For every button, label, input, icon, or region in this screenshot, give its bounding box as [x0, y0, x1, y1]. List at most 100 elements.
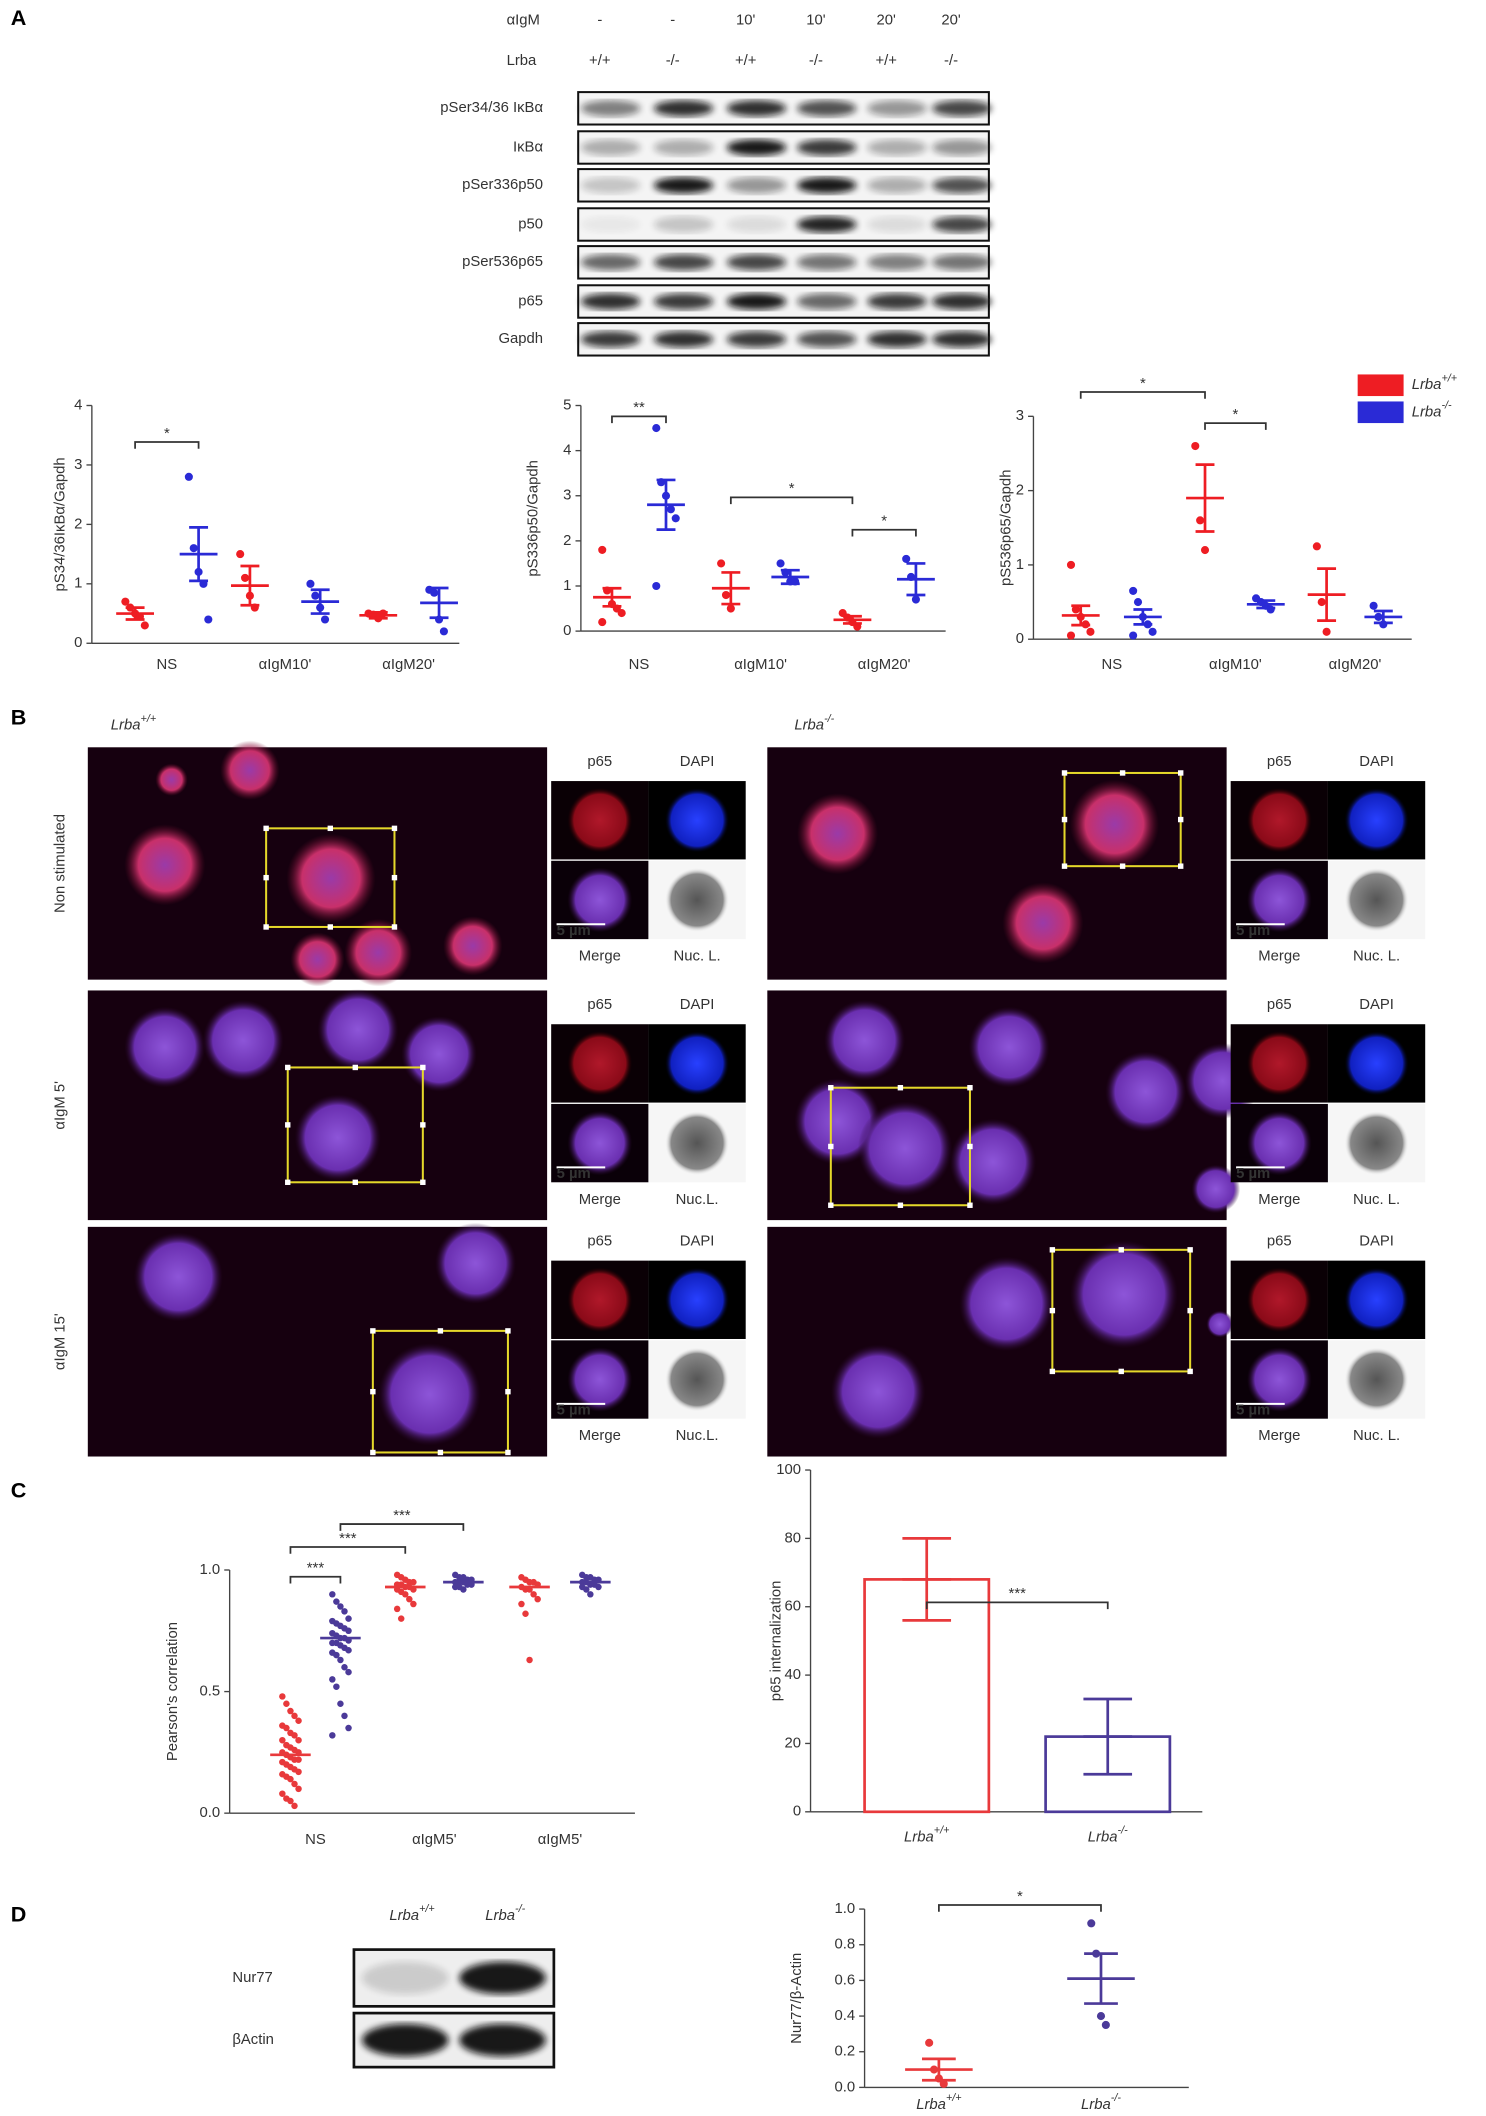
blot-band — [932, 254, 992, 271]
blot-band — [362, 1961, 449, 1995]
data-point — [236, 550, 245, 559]
zoom-handle — [828, 1143, 834, 1150]
data-point — [1369, 601, 1378, 610]
column-label-sup: +/+ — [141, 713, 157, 725]
significance-label: ** — [633, 400, 645, 416]
scale-label: 5 µm — [557, 1403, 591, 1419]
inset-label: Merge — [579, 1428, 621, 1444]
y-tick-label: 3 — [1016, 408, 1024, 424]
data-point — [439, 627, 448, 636]
lane-label: +/+ — [875, 53, 896, 69]
cell — [830, 1344, 926, 1439]
data-point — [341, 1664, 348, 1671]
blot-band — [932, 100, 992, 117]
blot-band — [580, 216, 641, 233]
inset-cell — [664, 867, 730, 933]
y-tick-label: 20 — [785, 1735, 802, 1751]
blot-band — [932, 177, 992, 194]
data-point — [530, 1591, 537, 1598]
zoom-handle — [967, 1143, 973, 1150]
significance-bracket — [134, 441, 200, 449]
y-tick-label: 1.0 — [200, 1562, 221, 1578]
legend-label: Lrba+/+ — [1412, 372, 1457, 393]
blot-band — [653, 139, 714, 156]
blot-band — [797, 216, 857, 233]
inset-cell — [1246, 1267, 1312, 1333]
lane-label: 10' — [736, 12, 756, 28]
inset-cell — [664, 1347, 730, 1412]
blot-band — [580, 100, 641, 117]
data-point — [341, 1608, 348, 1615]
cell — [294, 1094, 381, 1181]
data-point — [402, 1591, 409, 1598]
blot-band — [932, 331, 992, 348]
blot-band — [653, 293, 714, 310]
blot-band — [653, 331, 714, 348]
data-point — [295, 1768, 302, 1776]
cell — [797, 793, 879, 875]
blot-band — [580, 177, 641, 194]
zoom-handle — [1118, 1368, 1124, 1375]
inset-label: Merge — [1258, 1192, 1300, 1208]
data-point — [341, 1712, 348, 1720]
data-point — [410, 1600, 417, 1608]
data-point — [291, 1802, 298, 1810]
cell — [202, 999, 284, 1081]
y-tick-label: 2 — [74, 516, 82, 532]
x-tick-label: NS — [157, 657, 178, 673]
data-point — [295, 1785, 302, 1793]
data-point — [406, 1595, 413, 1603]
data-point — [652, 424, 661, 433]
x-tick-label: Lrba+/+ — [904, 1825, 949, 1846]
y-tick-label: 0.0 — [834, 2079, 855, 2095]
zoom-handle — [1049, 1307, 1056, 1314]
legend-label-name: Lrba — [1412, 404, 1442, 420]
y-tick-label: 0.4 — [834, 2008, 855, 2024]
inset-cell — [567, 1347, 633, 1412]
panel-label: A — [11, 5, 27, 30]
header-label: Lrba — [507, 53, 537, 69]
cell — [1002, 882, 1084, 964]
x-tick-label: αIgM20' — [382, 657, 435, 673]
zoom-handle — [828, 1202, 834, 1208]
lane-label: - — [670, 12, 675, 28]
row-label: αIgM 15' — [53, 1313, 69, 1370]
lane-label: 20' — [941, 12, 961, 28]
zoom-handle — [391, 924, 398, 930]
y-tick-label: 0.2 — [834, 2044, 855, 2060]
row-label: Non stimulated — [53, 814, 69, 913]
blot-band — [726, 139, 787, 156]
data-point — [911, 595, 920, 604]
blot-band — [867, 100, 927, 117]
blot-band — [932, 139, 992, 156]
data-point — [333, 1598, 340, 1605]
data-point — [283, 1724, 290, 1732]
x-tick-label: αIgM10' — [259, 657, 312, 673]
y-tick-label: 0.0 — [200, 1805, 221, 1821]
zoom-handle — [1187, 1307, 1193, 1314]
blot-band — [797, 293, 857, 310]
data-point — [397, 1615, 405, 1622]
data-point — [721, 590, 731, 600]
column-label-name: Lrba — [794, 718, 824, 734]
y-tick-label: 1 — [74, 576, 82, 592]
data-point — [534, 1595, 541, 1603]
data-point — [1148, 627, 1157, 636]
cell — [857, 1101, 953, 1196]
cell — [286, 833, 376, 923]
data-point — [925, 2038, 934, 2047]
data-point — [279, 1693, 286, 1700]
inset-cell — [1246, 1110, 1312, 1176]
blot-band — [867, 254, 927, 271]
blot-band — [362, 2023, 449, 2057]
y-tick-label: 3 — [74, 457, 82, 473]
data-point — [291, 1780, 298, 1788]
y-axis-label: p65 internalization — [769, 1581, 785, 1702]
zoom-handle — [828, 1085, 834, 1091]
x-tick-label: Lrba-/- — [1088, 1825, 1128, 1846]
legend-swatch — [1357, 401, 1404, 424]
blot-band — [797, 331, 857, 348]
x-tick-label-sup: +/+ — [946, 2092, 962, 2104]
cell — [317, 989, 399, 1071]
band-label: p50 — [518, 216, 543, 232]
